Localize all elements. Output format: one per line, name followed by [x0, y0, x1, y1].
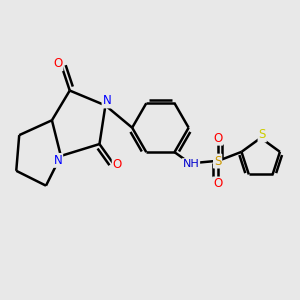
Text: N: N	[103, 94, 111, 107]
Text: S: S	[259, 128, 266, 141]
Text: S: S	[214, 154, 221, 168]
Text: O: O	[113, 158, 122, 171]
Text: O: O	[213, 178, 222, 190]
Text: NH: NH	[182, 159, 199, 169]
Text: N: N	[53, 154, 62, 167]
Text: O: O	[53, 57, 62, 70]
Text: O: O	[213, 132, 222, 145]
